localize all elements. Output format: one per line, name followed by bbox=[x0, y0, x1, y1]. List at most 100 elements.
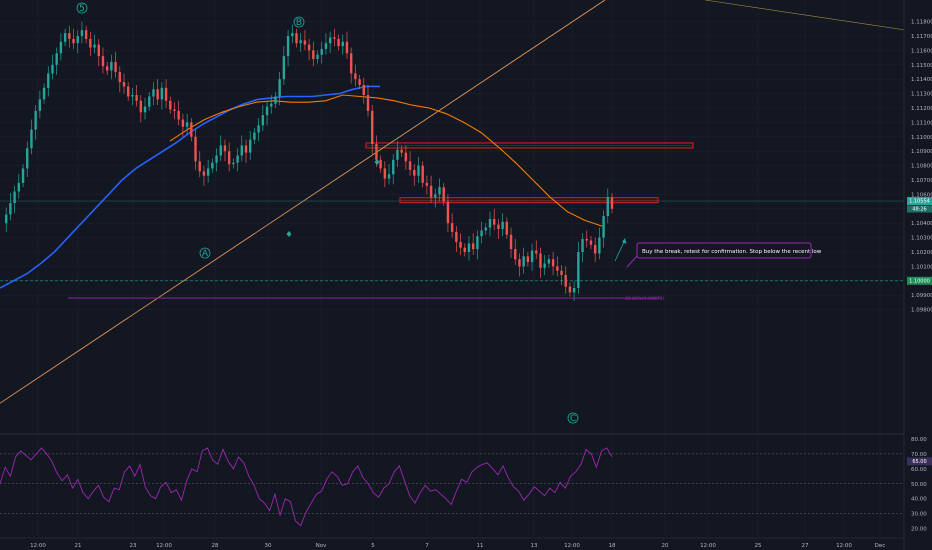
candle-body-33 bbox=[139, 100, 143, 113]
rsi-tick-0: 80.00 bbox=[911, 437, 927, 443]
price-tick-20: 1.09800 bbox=[911, 308, 932, 314]
price-tick-15: 1.10300 bbox=[911, 236, 932, 242]
time-tick-16: 27 bbox=[802, 543, 809, 549]
candle-body-82 bbox=[345, 41, 349, 54]
time-tick-13: 20 bbox=[662, 543, 669, 549]
candle-body-130 bbox=[547, 259, 551, 264]
candle-body-63 bbox=[265, 106, 269, 116]
candle-body-45 bbox=[190, 122, 193, 137]
candle-body-122 bbox=[514, 249, 517, 260]
candle-body-23 bbox=[97, 44, 100, 57]
time-tick-7: 5 bbox=[371, 543, 375, 549]
candle-body-104 bbox=[438, 187, 441, 195]
candle-body-31 bbox=[131, 95, 134, 97]
time-tick-9: 11 bbox=[477, 543, 484, 549]
candle-body-71 bbox=[299, 40, 302, 44]
candle-body-94 bbox=[396, 149, 399, 160]
candle-body-132 bbox=[556, 266, 559, 271]
candle-body-143 bbox=[602, 216, 605, 238]
candle-body-89 bbox=[375, 144, 378, 160]
candle-body-14 bbox=[59, 41, 63, 54]
wave-circle-1 bbox=[293, 16, 305, 28]
candle-body-12 bbox=[51, 64, 54, 74]
candle-body-90 bbox=[379, 159, 382, 169]
time-tick-12: 18 bbox=[609, 543, 616, 549]
candle-body-35 bbox=[148, 96, 151, 107]
candle-body-25 bbox=[105, 66, 109, 71]
candle-body-88 bbox=[371, 110, 374, 144]
candle-body-10 bbox=[42, 87, 46, 100]
candle-body-52 bbox=[219, 145, 222, 156]
candle-body-9 bbox=[38, 99, 42, 111]
candle-body-16 bbox=[68, 33, 71, 39]
candle-body-58 bbox=[244, 145, 248, 153]
candle-body-48 bbox=[202, 171, 206, 176]
candle-body-60 bbox=[253, 132, 256, 140]
candle-body-78 bbox=[328, 37, 332, 44]
trendlines[interactable] bbox=[0, 0, 932, 404]
candle-body-144 bbox=[606, 197, 609, 216]
price-tick-0: 1.11800 bbox=[911, 20, 932, 26]
candle-body-49 bbox=[206, 168, 210, 176]
candle-body-72 bbox=[303, 40, 307, 45]
price-tick-8: 1.11000 bbox=[911, 135, 932, 141]
current-price-value: 1.10554 bbox=[909, 199, 930, 205]
candle-body-19 bbox=[80, 30, 84, 36]
candle-body-136 bbox=[572, 288, 576, 293]
candle-body-5 bbox=[21, 168, 25, 183]
annotation-box bbox=[636, 242, 812, 259]
time-tick-4: 28 bbox=[212, 543, 219, 549]
candle-body-65 bbox=[274, 96, 277, 104]
candle-body-46 bbox=[194, 136, 197, 162]
candle-body-97 bbox=[408, 161, 412, 170]
candle-body-142 bbox=[598, 237, 601, 254]
annotation-pointer bbox=[626, 255, 638, 268]
price-tick-16: 1.10200 bbox=[911, 250, 932, 256]
time-tick-11: 12:00 bbox=[564, 543, 580, 549]
wave-label-0: 5 bbox=[79, 4, 85, 14]
candle-body-125 bbox=[526, 256, 530, 263]
rsi-tick-5: 30.00 bbox=[911, 512, 927, 518]
candle-body-8 bbox=[34, 110, 37, 130]
price-tick-14: 1.10400 bbox=[911, 221, 932, 227]
candle-body-85 bbox=[358, 79, 361, 85]
candle-body-24 bbox=[101, 56, 105, 67]
price-tick-19: 1.09900 bbox=[911, 293, 932, 299]
candle-body-145 bbox=[610, 197, 614, 209]
candle-body-93 bbox=[392, 159, 395, 175]
candle-body-138 bbox=[581, 239, 584, 252]
rsi-tick-1: 70.00 bbox=[911, 452, 927, 458]
candle-body-29 bbox=[122, 82, 126, 87]
time-tick-3: 12:00 bbox=[156, 543, 172, 549]
candle-body-50 bbox=[211, 162, 214, 169]
marker-diamond-1 bbox=[374, 159, 380, 165]
candle-body-28 bbox=[118, 72, 121, 83]
candle-body-84 bbox=[354, 73, 357, 80]
candle-body-139 bbox=[585, 239, 588, 241]
candle-body-120 bbox=[505, 221, 509, 235]
candle-body-99 bbox=[417, 165, 420, 176]
candle-body-81 bbox=[341, 41, 344, 47]
target-arrow-shaft bbox=[614, 239, 626, 262]
candle-body-133 bbox=[560, 270, 563, 276]
candle-body-126 bbox=[530, 250, 534, 263]
candle-body-13 bbox=[55, 53, 58, 65]
candle-body-11 bbox=[47, 73, 50, 88]
rsi-last-badge bbox=[907, 457, 932, 466]
candle-body-105 bbox=[442, 187, 445, 202]
candle-body-30 bbox=[127, 86, 130, 97]
marker-diamond-0 bbox=[286, 231, 292, 237]
time-tick-8: 7 bbox=[425, 543, 429, 549]
candle-body-118 bbox=[497, 224, 500, 229]
candle-body-36 bbox=[152, 89, 155, 97]
candle-body-119 bbox=[501, 221, 504, 229]
candle-body-112 bbox=[471, 243, 475, 250]
candle-body-141 bbox=[593, 244, 597, 254]
candle-body-137 bbox=[577, 252, 580, 288]
candle-body-79 bbox=[333, 37, 336, 39]
candle-body-86 bbox=[362, 84, 365, 96]
candle-body-37 bbox=[156, 89, 159, 100]
candle-body-38 bbox=[160, 87, 164, 100]
